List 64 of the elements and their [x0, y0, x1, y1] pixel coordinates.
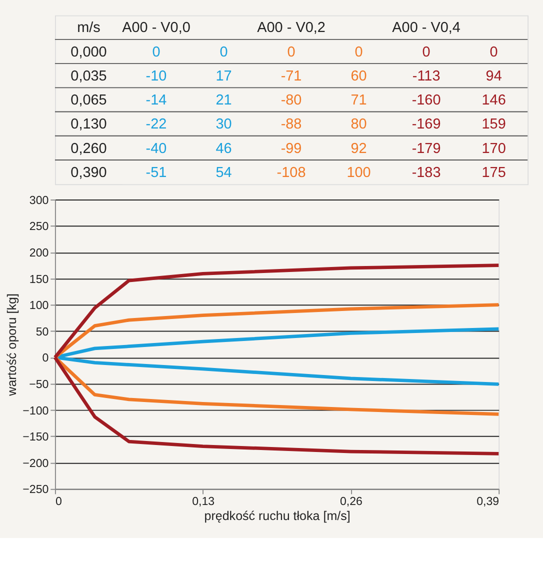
x-axis-title: prędkość ruchu tłoka [m/s]	[204, 509, 350, 524]
y-axis-title: m/s	[77, 20, 100, 36]
data-label: -51	[146, 164, 167, 181]
y-tick-label: −100	[22, 405, 49, 418]
y-axis-title: wartość oporu [kg]	[4, 294, 19, 397]
data-label: 100	[346, 164, 371, 181]
data-label: -108	[276, 164, 306, 181]
data-label: -169	[412, 116, 441, 133]
data-label: 0	[152, 44, 160, 60]
y-tick-label: 100	[29, 300, 49, 312]
data-label: 0	[490, 44, 498, 60]
y-tick-label: 200	[29, 248, 49, 260]
data-label: -99	[280, 140, 302, 157]
data-label: 0	[354, 44, 363, 60]
data-label: -179	[412, 140, 441, 157]
data-label: -14	[146, 92, 167, 109]
data-label: -183	[412, 164, 441, 181]
y-tick-label: 0,065	[70, 92, 107, 109]
data-label: -160	[412, 92, 441, 109]
data-label: 71	[350, 92, 367, 109]
data-label: 80	[350, 116, 367, 133]
data-label: 21	[216, 92, 232, 109]
x-tick-label: 0,13	[192, 496, 215, 508]
data-label: -40	[146, 140, 167, 157]
y-tick-label: 0,000	[70, 44, 107, 60]
y-tick-label: 150	[29, 274, 49, 286]
y-tick-label: −200	[22, 458, 49, 470]
data-label: -10	[146, 68, 167, 84]
data-label: 30	[216, 116, 232, 133]
data-label: 46	[216, 140, 232, 157]
y-tick-label: 0,035	[70, 68, 107, 84]
data-label: 0	[287, 44, 296, 60]
y-tick-label: 300	[29, 194, 49, 207]
x-tick-label: A00 - V0,4	[392, 20, 460, 36]
y-tick-label: 0,390	[70, 164, 107, 181]
data-label: 92	[350, 140, 367, 157]
data-label: 146	[482, 92, 506, 109]
y-tick-label: −150	[22, 432, 49, 444]
data-label: 54	[216, 164, 232, 181]
y-tick-label: 0,260	[70, 140, 107, 157]
y-tick-label: 0	[42, 352, 49, 365]
y-tick-label: 50	[36, 326, 49, 338]
data-label: 170	[482, 140, 506, 157]
data-label: 159	[482, 116, 506, 133]
data-label: -80	[280, 92, 302, 109]
data-label: -22	[146, 116, 167, 133]
data-label: 0	[220, 44, 228, 60]
data-label: 175	[482, 164, 506, 181]
x-tick-label: A00 - V0,2	[257, 20, 326, 36]
x-tick-label: 0,39	[476, 496, 500, 508]
y-tick-label: 0,130	[70, 116, 107, 133]
x-tick-label: 0	[55, 496, 62, 508]
data-label: 60	[350, 68, 367, 84]
x-tick-label: 0,26	[340, 496, 362, 508]
y-tick-label: 250	[29, 221, 49, 234]
data-label: 94	[486, 68, 502, 84]
x-tick-label: A00 - V0,0	[122, 20, 190, 36]
data-label: 0	[422, 44, 430, 60]
data-label: -113	[412, 68, 440, 84]
data-label: -71	[280, 68, 302, 84]
data-label: 17	[216, 68, 232, 84]
y-tick-label: −250	[22, 484, 49, 496]
y-tick-label: −50	[29, 379, 49, 392]
data-label: -88	[280, 116, 302, 133]
